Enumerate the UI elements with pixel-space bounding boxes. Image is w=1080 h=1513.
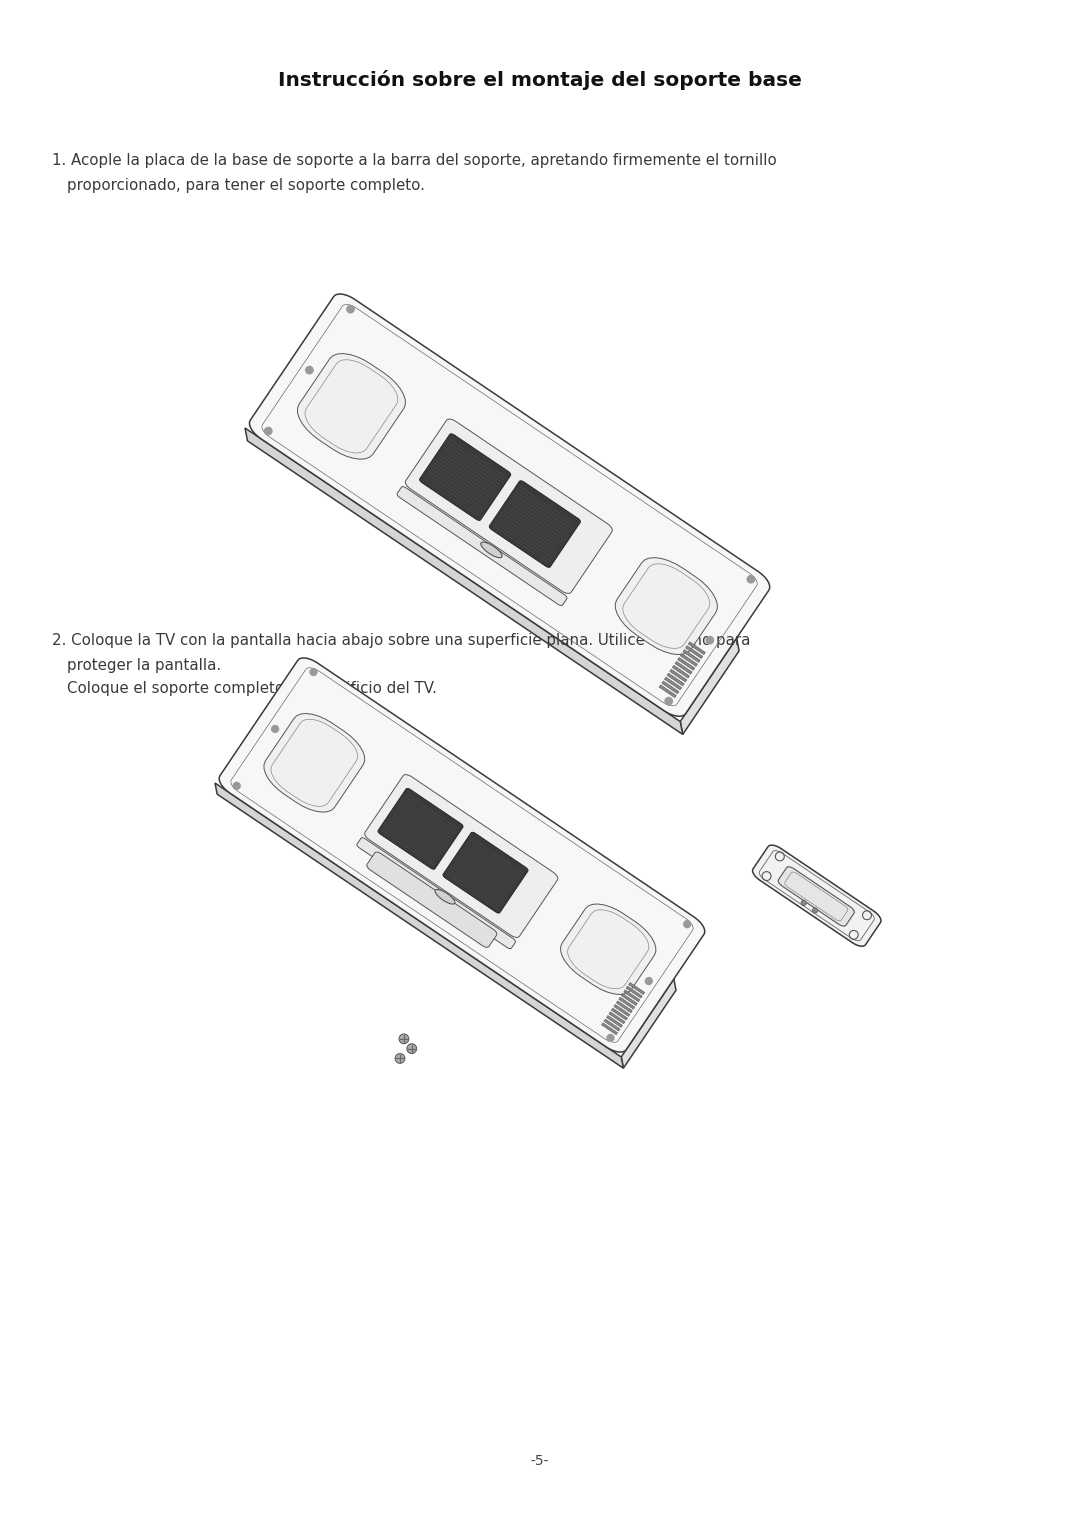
Polygon shape bbox=[609, 1012, 625, 1024]
Polygon shape bbox=[688, 642, 705, 655]
Polygon shape bbox=[481, 542, 502, 558]
Circle shape bbox=[747, 575, 755, 583]
Polygon shape bbox=[680, 654, 698, 666]
Polygon shape bbox=[659, 685, 676, 697]
Text: 1. Acople la placa de la base de soporte a la barra del soporte, apretando firme: 1. Acople la placa de la base de soporte… bbox=[52, 153, 777, 168]
Polygon shape bbox=[629, 982, 645, 994]
Circle shape bbox=[265, 427, 272, 434]
Circle shape bbox=[801, 900, 807, 906]
Circle shape bbox=[233, 782, 240, 790]
Polygon shape bbox=[435, 890, 455, 905]
Polygon shape bbox=[662, 681, 679, 694]
Polygon shape bbox=[443, 832, 528, 914]
Polygon shape bbox=[489, 481, 580, 567]
Polygon shape bbox=[667, 673, 685, 685]
Polygon shape bbox=[621, 979, 676, 1068]
Circle shape bbox=[407, 1044, 417, 1053]
Polygon shape bbox=[626, 986, 643, 999]
Text: proteger la pantalla.: proteger la pantalla. bbox=[67, 658, 221, 673]
Circle shape bbox=[665, 697, 673, 705]
Polygon shape bbox=[779, 867, 854, 926]
Polygon shape bbox=[686, 646, 703, 658]
Polygon shape bbox=[219, 658, 705, 1052]
Polygon shape bbox=[680, 638, 739, 734]
Polygon shape bbox=[356, 838, 515, 949]
Polygon shape bbox=[670, 669, 687, 682]
Circle shape bbox=[347, 306, 354, 313]
Polygon shape bbox=[607, 1015, 622, 1027]
Circle shape bbox=[272, 726, 279, 732]
Polygon shape bbox=[378, 788, 463, 870]
Polygon shape bbox=[624, 990, 639, 1002]
Polygon shape bbox=[215, 784, 623, 1068]
Polygon shape bbox=[419, 434, 511, 520]
Polygon shape bbox=[611, 1008, 627, 1020]
Text: Coloque el soporte completo en el orificio del TV.: Coloque el soporte completo en el orific… bbox=[67, 681, 437, 696]
Polygon shape bbox=[602, 1023, 618, 1035]
Text: Instrucción sobre el montaje del soporte base: Instrucción sobre el montaje del soporte… bbox=[278, 70, 802, 89]
Circle shape bbox=[812, 908, 818, 914]
Polygon shape bbox=[673, 666, 689, 678]
Polygon shape bbox=[365, 775, 558, 938]
Circle shape bbox=[310, 669, 316, 675]
Polygon shape bbox=[397, 487, 567, 605]
Circle shape bbox=[706, 637, 714, 645]
Circle shape bbox=[395, 1053, 405, 1064]
Text: -5-: -5- bbox=[530, 1454, 550, 1468]
Polygon shape bbox=[675, 661, 692, 675]
Polygon shape bbox=[249, 294, 770, 716]
Circle shape bbox=[607, 1035, 613, 1041]
Polygon shape bbox=[405, 419, 612, 593]
Polygon shape bbox=[617, 1002, 633, 1012]
Polygon shape bbox=[367, 852, 497, 947]
Polygon shape bbox=[619, 997, 635, 1009]
Polygon shape bbox=[753, 846, 881, 946]
Polygon shape bbox=[604, 1020, 620, 1030]
Circle shape bbox=[646, 977, 652, 985]
Polygon shape bbox=[683, 649, 700, 663]
Polygon shape bbox=[264, 714, 365, 812]
Circle shape bbox=[306, 366, 313, 374]
Polygon shape bbox=[297, 354, 405, 458]
Circle shape bbox=[684, 921, 690, 927]
Circle shape bbox=[399, 1033, 409, 1044]
Polygon shape bbox=[613, 1005, 630, 1017]
Polygon shape bbox=[664, 678, 681, 690]
Polygon shape bbox=[245, 428, 683, 734]
Text: proporcionado, para tener el soporte completo.: proporcionado, para tener el soporte com… bbox=[67, 179, 424, 194]
Polygon shape bbox=[677, 658, 694, 670]
Polygon shape bbox=[561, 903, 656, 994]
Text: 2. Coloque la TV con la pantalla hacia abajo sobre una superficie plana. Utilice: 2. Coloque la TV con la pantalla hacia a… bbox=[52, 632, 751, 648]
Polygon shape bbox=[616, 558, 717, 655]
Polygon shape bbox=[621, 994, 637, 1006]
